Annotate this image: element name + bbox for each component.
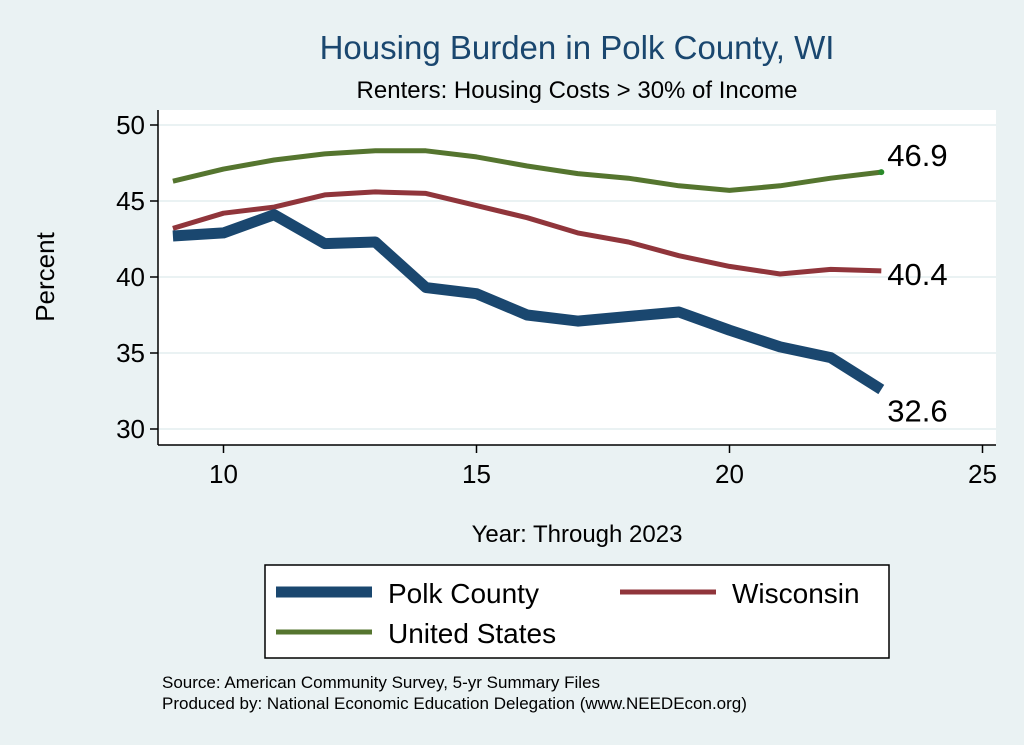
legend-label-united-states: United States bbox=[388, 618, 556, 649]
source-note: Source: American Community Survey, 5-yr … bbox=[162, 673, 600, 692]
legend-box bbox=[264, 564, 890, 659]
y-tick-label-50: 50 bbox=[116, 110, 145, 140]
y-axis-label: Percent bbox=[30, 231, 60, 321]
end-label-wisconsin: 40.4 bbox=[887, 257, 947, 292]
end-marker-united-states bbox=[878, 169, 885, 176]
legend: Polk County Wisconsin United States bbox=[264, 564, 890, 659]
y-tick-label-45: 45 bbox=[116, 186, 145, 216]
end-label-united-states: 46.9 bbox=[887, 138, 947, 173]
x-axis-label: Year: Through 2023 bbox=[472, 521, 683, 548]
x-tick-label-10: 10 bbox=[209, 459, 238, 489]
series-line-united-states bbox=[172, 148, 882, 193]
x-tick-label-20: 20 bbox=[715, 459, 744, 489]
chart-title: Housing Burden in Polk County, WI bbox=[320, 29, 835, 66]
series-lines bbox=[172, 148, 885, 395]
series-line-wisconsin bbox=[172, 189, 882, 277]
legend-label-polk-county: Polk County bbox=[388, 578, 539, 609]
y-tick-label-35: 35 bbox=[116, 338, 145, 368]
chart-subtitle: Renters: Housing Costs > 30% of Income bbox=[357, 77, 798, 104]
end-labels: 32.6 40.4 46.9 bbox=[878, 138, 948, 428]
axes: 30 35 40 45 50 10 15 20 25 bbox=[116, 110, 997, 489]
series-line-polk-county bbox=[172, 209, 885, 395]
end-label-polk-county: 32.6 bbox=[887, 393, 947, 428]
x-tick-label-15: 15 bbox=[462, 459, 491, 489]
y-tick-label-40: 40 bbox=[116, 262, 145, 292]
x-tick-label-25: 25 bbox=[968, 459, 997, 489]
legend-label-wisconsin: Wisconsin bbox=[732, 578, 860, 609]
y-tick-label-30: 30 bbox=[116, 414, 145, 444]
produced-by-note: Produced by: National Economic Education… bbox=[162, 694, 747, 713]
